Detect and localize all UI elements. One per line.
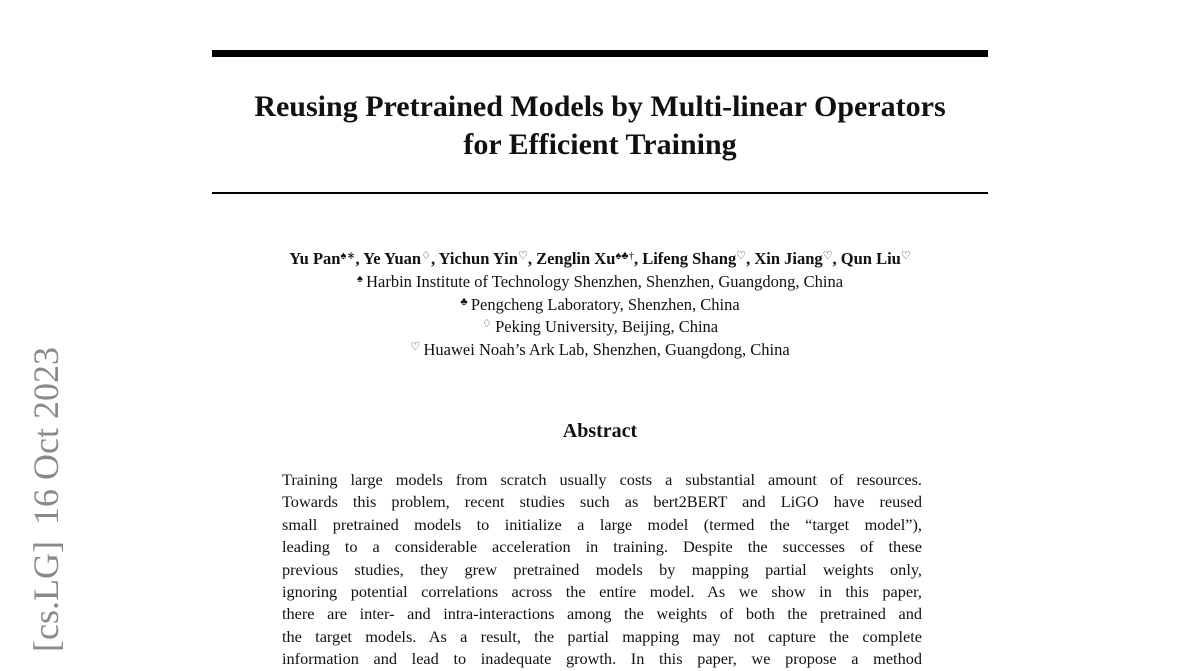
abstract-line: previous studies, they grew pretrained m…: [282, 559, 922, 579]
author-name: Lifeng Shang: [642, 249, 737, 268]
author-name: Zenglin Xu: [536, 249, 616, 268]
author-marks: ♡: [736, 250, 747, 262]
affiliation-mark: ♠: [356, 273, 363, 285]
author-line: Yu Pan♠∗, Ye Yuan♢, Yichun Yin♡, Zenglin…: [0, 247, 1200, 271]
abstract-line: the target models. As a result, the part…: [282, 626, 922, 646]
author-name: Qun Liu: [840, 249, 901, 268]
top-rule: [212, 50, 988, 57]
abstract-line: information and lead to inadequate growt…: [282, 649, 922, 669]
title-rule: [212, 192, 988, 194]
affiliation-text: Huawei Noah’s Ark Lab, Shenzhen, Guangdo…: [423, 339, 790, 359]
author-marks: ♢: [421, 250, 431, 262]
author-name: Ye Yuan: [363, 249, 422, 268]
affiliation-text: Harbin Institute of Technology Shenzhen,…: [366, 272, 844, 291]
author-separator: ,: [355, 249, 364, 268]
author-name: Xin Jiang: [754, 249, 823, 268]
abstract-line: ignoring potential correlations across t…: [282, 582, 922, 601]
author-separator: ,: [746, 249, 755, 268]
arxiv-category: [cs.LG]: [26, 541, 66, 652]
affiliation: ♠ Harbin Institute of Technology Shenzhe…: [0, 271, 1200, 294]
abstract-line: Towards this problem, recent studies suc…: [282, 492, 922, 512]
affiliation: ♢ Peking University, Beijing, China: [0, 316, 1200, 339]
affiliation-text: Pengcheng Laboratory, Shenzhen, China: [470, 294, 740, 314]
author-separator: ,: [527, 249, 537, 268]
author-marks: ♠∗: [340, 250, 356, 262]
page: [cs.LG]16 Oct 2023 Reusing Pretrained Mo…: [0, 50, 1200, 669]
affiliation-mark: ♡: [410, 340, 421, 353]
author-marks: ♡: [822, 250, 833, 262]
abstract-line: small pretrained models to initialize a …: [282, 514, 922, 534]
affiliation: ♡ Huawei Noah’s Ark Lab, Shenzhen, Guang…: [0, 339, 1200, 362]
abstract-line: there are inter- and intra-interactions …: [282, 604, 922, 624]
abstract-line: leading to a considerable acceleration i…: [282, 537, 922, 557]
arxiv-stamp: [cs.LG]16 Oct 2023: [22, 312, 70, 652]
abstract-line: Training large models from scratch usual…: [282, 470, 922, 489]
author-separator: ,: [832, 249, 841, 268]
abstract-heading: Abstract: [562, 420, 638, 442]
author-marks: ♡: [900, 250, 911, 262]
author-name: Yichun Yin: [438, 249, 518, 268]
affiliation-mark: ♢: [481, 318, 492, 330]
title-line: Reusing Pretrained Models by Multi-linea…: [254, 90, 946, 123]
affiliation-mark: ♣: [460, 295, 468, 308]
affiliation-text: Peking University, Beijing, China: [495, 317, 719, 336]
author-separator: ,: [633, 249, 643, 268]
title-line: for Efficient Training: [463, 128, 737, 161]
author-separator: ,: [430, 249, 439, 268]
author-marks: ♠♣†: [615, 250, 634, 262]
author-name: Yu Pan: [289, 249, 341, 268]
author-marks: ♡: [517, 250, 528, 262]
affiliation: ♣ Pengcheng Laboratory, Shenzhen, China: [0, 294, 1200, 317]
